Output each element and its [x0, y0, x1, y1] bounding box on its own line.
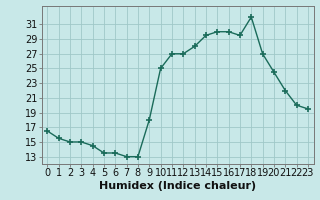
X-axis label: Humidex (Indice chaleur): Humidex (Indice chaleur) — [99, 181, 256, 191]
